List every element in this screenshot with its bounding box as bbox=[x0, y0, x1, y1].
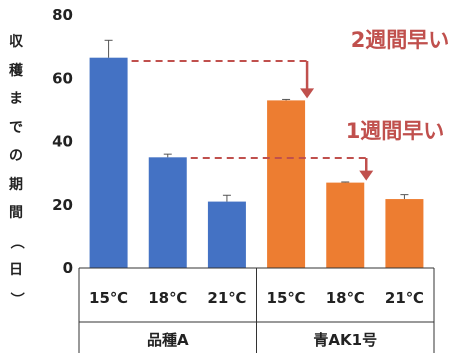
bar bbox=[385, 199, 424, 268]
group-label: 青AK1号 bbox=[313, 331, 377, 349]
x-tick-label: 18℃ bbox=[148, 289, 187, 307]
x-tick-label: 21℃ bbox=[385, 289, 424, 307]
bar bbox=[207, 201, 246, 268]
y-tick-label: 40 bbox=[52, 133, 73, 151]
y-axis-label-char: 日 bbox=[9, 262, 23, 278]
y-axis-label-char: ま bbox=[9, 91, 23, 107]
y-tick-label: 60 bbox=[52, 69, 73, 87]
y-tick-label: 20 bbox=[52, 196, 73, 214]
bar bbox=[148, 157, 187, 268]
x-tick-label: 15℃ bbox=[267, 289, 306, 307]
y-axis-label-char: 穫 bbox=[9, 62, 23, 79]
y-axis-label-char: で bbox=[9, 119, 23, 136]
annotation-arrow-head bbox=[359, 170, 374, 181]
bar bbox=[89, 57, 128, 268]
y-axis-label-char: の bbox=[9, 148, 23, 164]
y-tick-label: 80 bbox=[52, 6, 73, 24]
bar bbox=[326, 182, 365, 268]
annotation-text: 1週間早い bbox=[346, 119, 445, 143]
y-axis-label-char: 間 bbox=[9, 205, 23, 221]
bar bbox=[267, 100, 306, 268]
annotation-text: 2週間早い bbox=[351, 28, 450, 52]
y-tick-label: 0 bbox=[63, 259, 73, 277]
group-label: 品種A bbox=[147, 331, 189, 349]
x-tick-label: 18℃ bbox=[326, 289, 365, 307]
x-tick-label: 21℃ bbox=[207, 289, 246, 307]
y-axis-label-char: 期 bbox=[9, 176, 23, 193]
y-axis-label-char: 収 bbox=[9, 34, 23, 50]
x-tick-label: 15℃ bbox=[89, 289, 128, 307]
annotation-arrow-head bbox=[300, 88, 315, 99]
